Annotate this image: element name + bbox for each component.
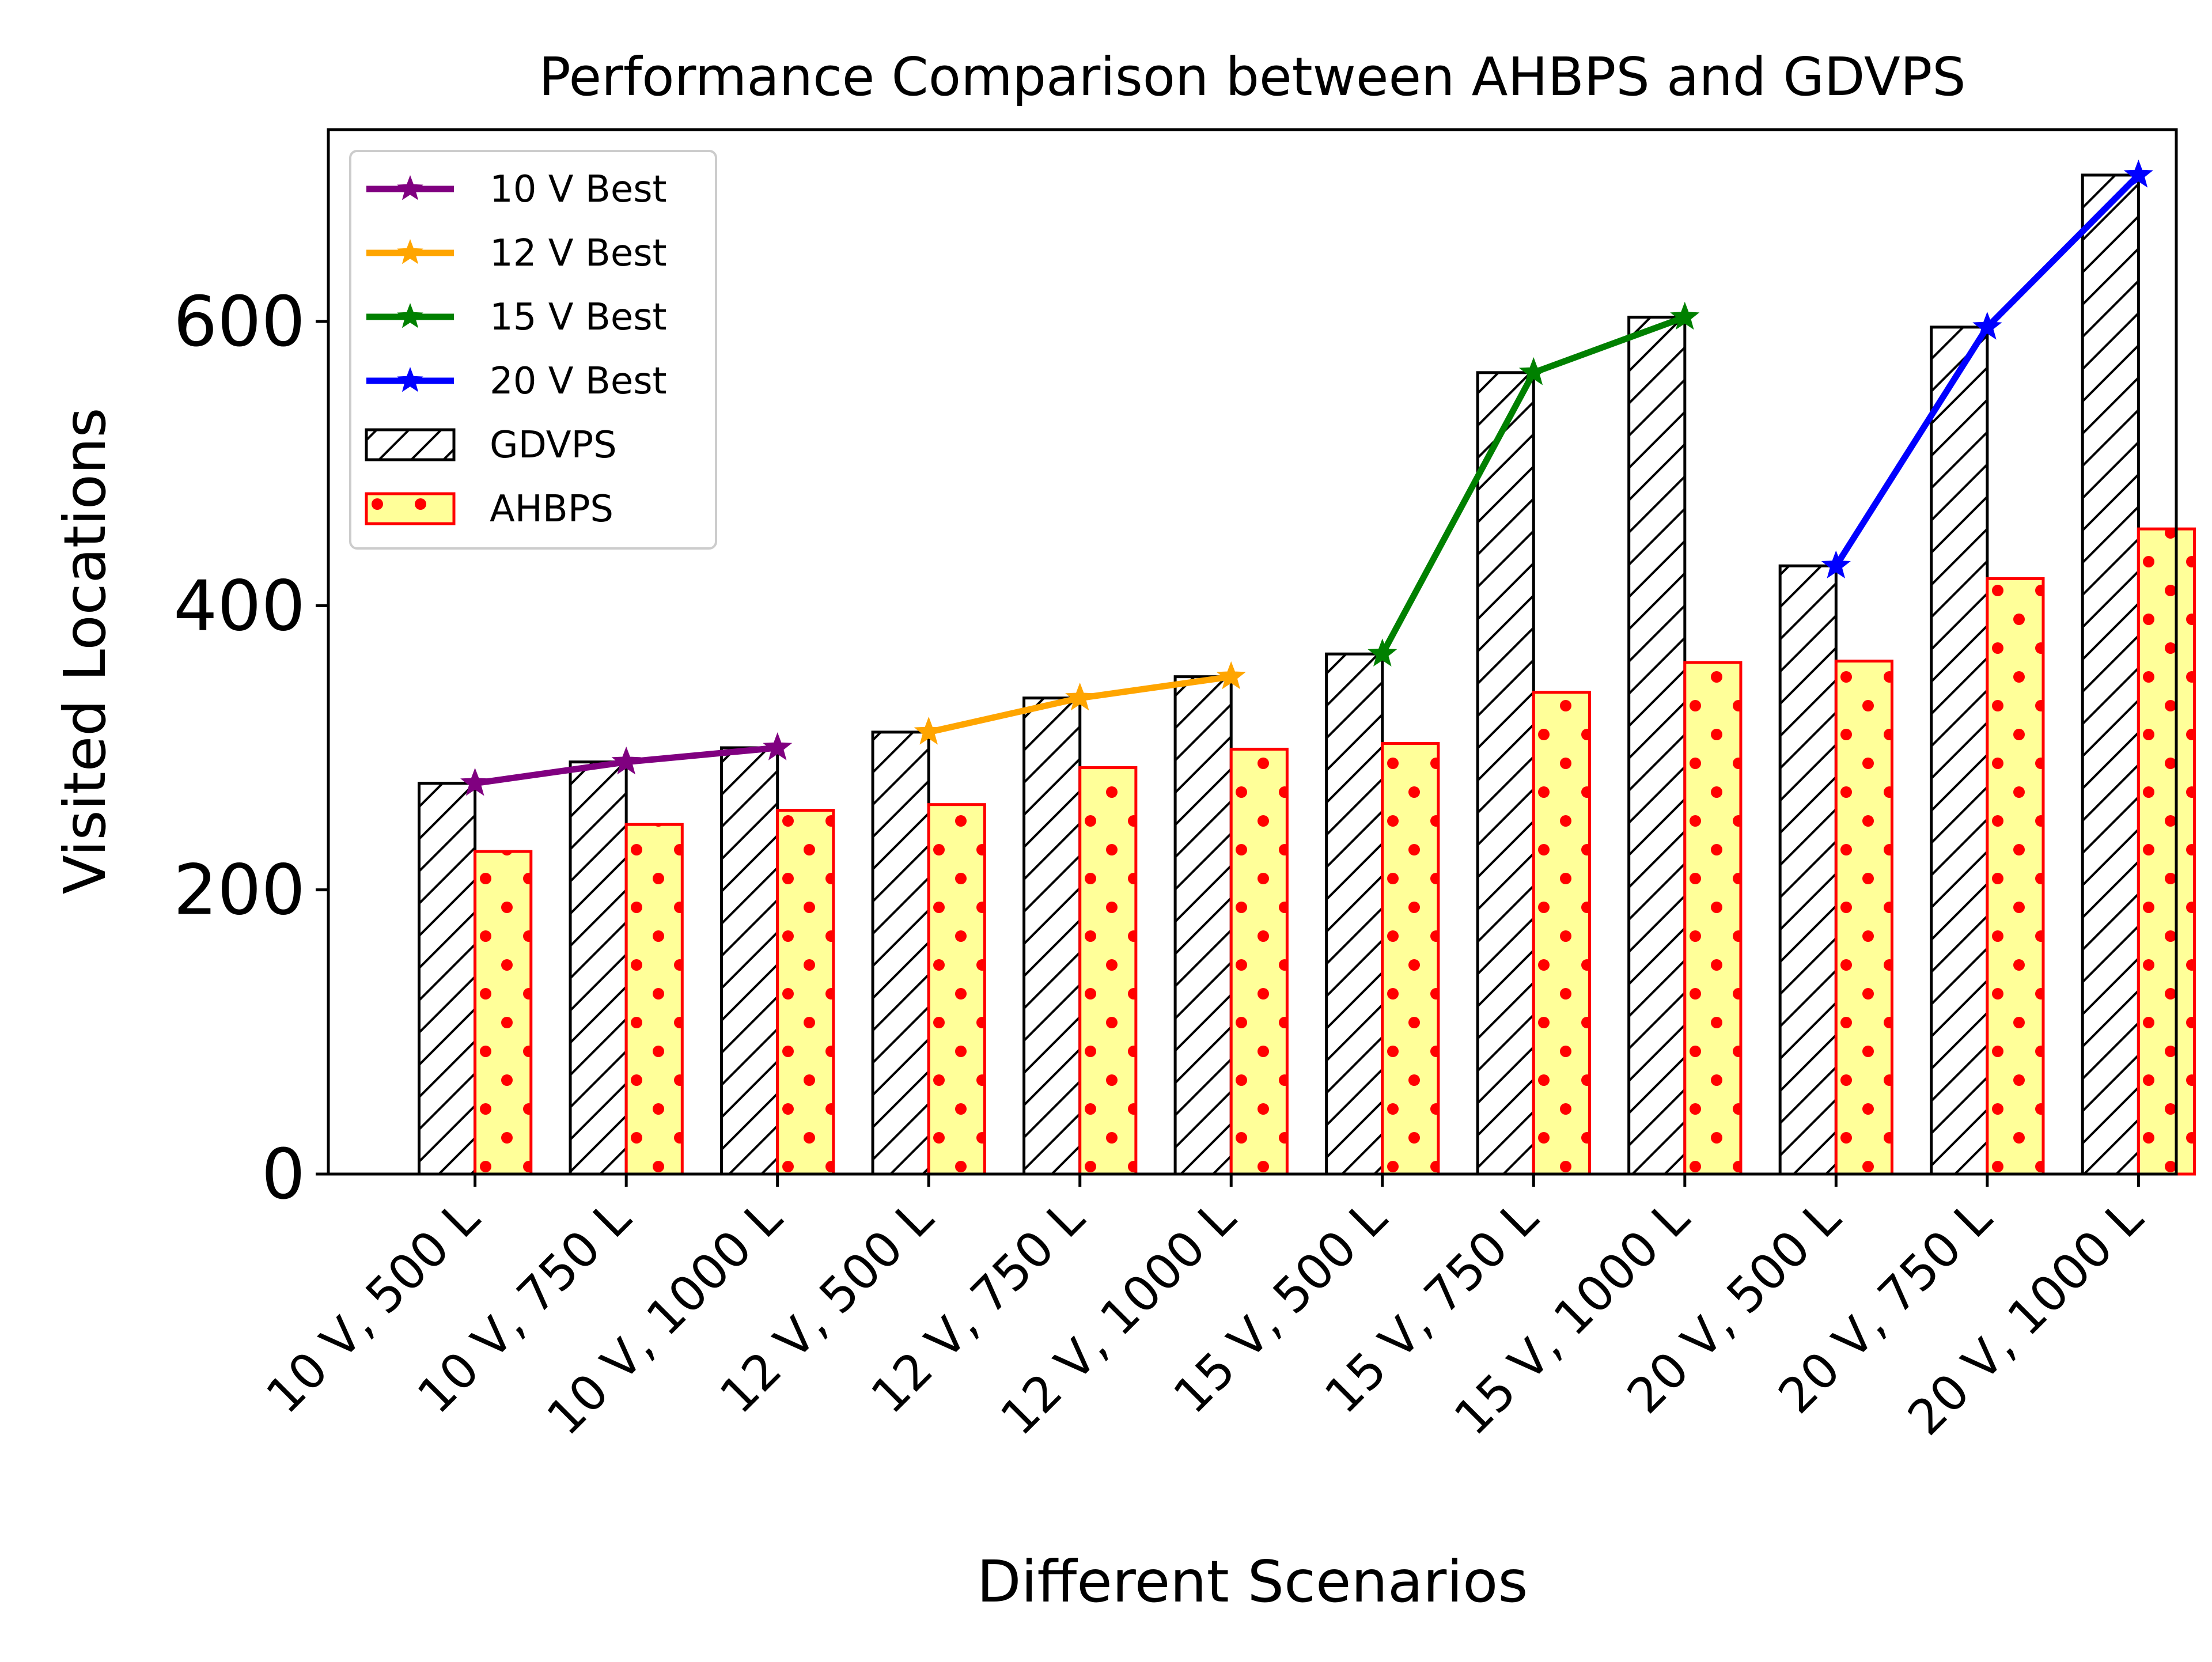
star-marker [1216,661,1246,690]
legend-hatch-swatch [365,428,456,461]
star-marker [1368,638,1397,667]
chart-title: Performance Comparison between AHBPS and… [539,46,1965,108]
gdvps-bar [1476,371,1535,1176]
y-axis-label: Visited Locations [51,408,119,895]
gdvps-bar [1022,696,1082,1176]
ahbps-bar [927,803,986,1176]
legend-label: AHBPS [490,488,613,531]
ahbps-bar [1381,742,1440,1176]
y-tick-label: 0 [262,1135,305,1215]
gdvps-bar [418,782,477,1176]
gdvps-bar [1173,675,1233,1176]
ahbps-bar [474,850,533,1176]
legend-label: GDVPS [490,424,617,467]
ahbps-bar [1229,747,1289,1176]
y-tick-label: 600 [173,282,305,362]
legend-label: 20 V Best [490,360,667,403]
ahbps-bar [776,809,835,1176]
gdvps-bar [1627,316,1687,1176]
legend-star-marker [397,239,423,264]
star-marker [1972,312,2002,340]
plot-frame [327,128,2178,1176]
ahbps-bar [1683,661,1743,1176]
legend-dots-swatch [365,492,456,525]
star-marker [460,767,490,796]
star-marker [611,746,641,775]
legend-star-marker [397,367,423,392]
ahbps-bar [1834,660,1893,1176]
y-tick-label: 200 [173,851,305,931]
star-marker [1518,357,1548,385]
gdvps-bar [1778,564,1838,1176]
legend-star-marker [397,303,423,328]
star-marker [1065,682,1095,711]
legend: 10 V Best 12 V Best 15 V Best 20 V Best GDVP… [349,150,717,550]
star-marker [1821,550,1851,579]
x-axis-label: Different Scenarios [977,1548,1528,1615]
legend-star-marker [397,175,423,200]
ahbps-bar [1078,766,1138,1176]
gdvps-bar [569,760,628,1176]
legend-label: 12 V Best [490,232,667,275]
star-marker [1670,301,1700,330]
star-marker [2123,160,2153,188]
star-marker [914,717,944,745]
legend-label: 15 V Best [490,296,667,339]
ahbps-bar [1986,577,2045,1176]
ahbps-bar [624,823,684,1176]
legend-label: 10 V Best [490,168,667,211]
gdvps-bar [1325,652,1384,1176]
gdvps-bar [871,730,930,1176]
ahbps-bar [2137,527,2196,1176]
gdvps-bar [2081,173,2140,1176]
star-marker [763,732,793,760]
y-tick-label: 400 [173,566,305,646]
gdvps-bar [1930,325,1989,1176]
ahbps-bar [1532,691,1591,1176]
gdvps-bar [720,746,779,1176]
